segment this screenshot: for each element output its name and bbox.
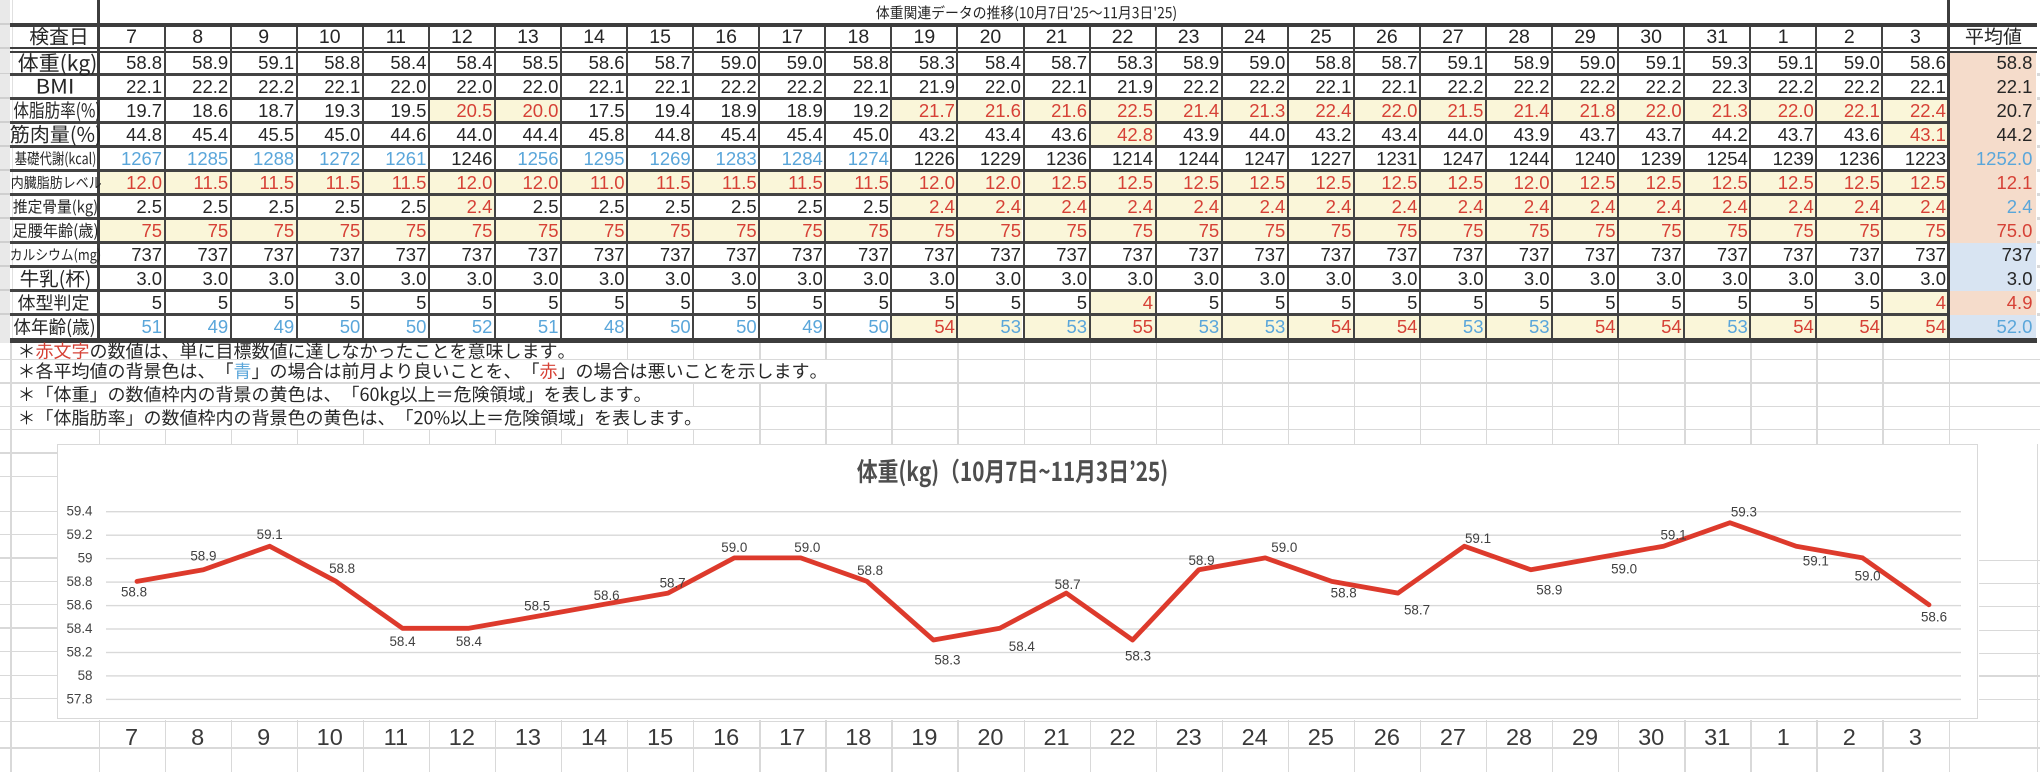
svg-text:58.8: 58.8: [66, 574, 92, 589]
svg-text:59.0: 59.0: [1611, 562, 1637, 577]
svg-text:59: 59: [78, 551, 93, 566]
svg-text:58.9: 58.9: [1188, 553, 1214, 568]
svg-text:59.0: 59.0: [1271, 540, 1297, 555]
svg-text:58.8: 58.8: [329, 561, 355, 576]
svg-text:58.4: 58.4: [1009, 639, 1036, 654]
svg-text:58.8: 58.8: [121, 585, 147, 600]
svg-text:59.3: 59.3: [1731, 504, 1757, 519]
svg-text:58.3: 58.3: [934, 653, 960, 668]
svg-text:58.8: 58.8: [1331, 586, 1357, 601]
svg-text:59.0: 59.0: [1855, 569, 1881, 584]
svg-text:59.4: 59.4: [66, 504, 93, 519]
svg-text:58.4: 58.4: [66, 621, 93, 636]
svg-text:58.9: 58.9: [190, 549, 216, 564]
svg-text:59.1: 59.1: [1660, 527, 1686, 542]
svg-text:58.7: 58.7: [1404, 602, 1430, 617]
svg-text:57.8: 57.8: [66, 691, 92, 706]
svg-text:58.9: 58.9: [1536, 582, 1562, 597]
svg-text:58.6: 58.6: [66, 598, 92, 613]
svg-text:59.1: 59.1: [1803, 553, 1829, 568]
svg-text:58.8: 58.8: [857, 563, 883, 578]
svg-text:58.4: 58.4: [456, 634, 483, 649]
svg-text:59.2: 59.2: [66, 527, 92, 542]
svg-text:59.1: 59.1: [1465, 531, 1491, 546]
svg-text:58.6: 58.6: [594, 588, 620, 603]
svg-text:59.0: 59.0: [721, 540, 747, 555]
svg-text:58.5: 58.5: [524, 598, 550, 613]
svg-text:58.7: 58.7: [1055, 577, 1081, 592]
svg-text:58.3: 58.3: [1125, 649, 1151, 664]
svg-text:58.6: 58.6: [1921, 610, 1947, 625]
svg-text:58.7: 58.7: [660, 576, 686, 591]
svg-text:58.2: 58.2: [66, 645, 92, 660]
svg-text:58: 58: [78, 668, 93, 683]
svg-text:59.0: 59.0: [794, 540, 820, 555]
svg-text:59.1: 59.1: [257, 527, 283, 542]
svg-text:58.4: 58.4: [389, 634, 416, 649]
